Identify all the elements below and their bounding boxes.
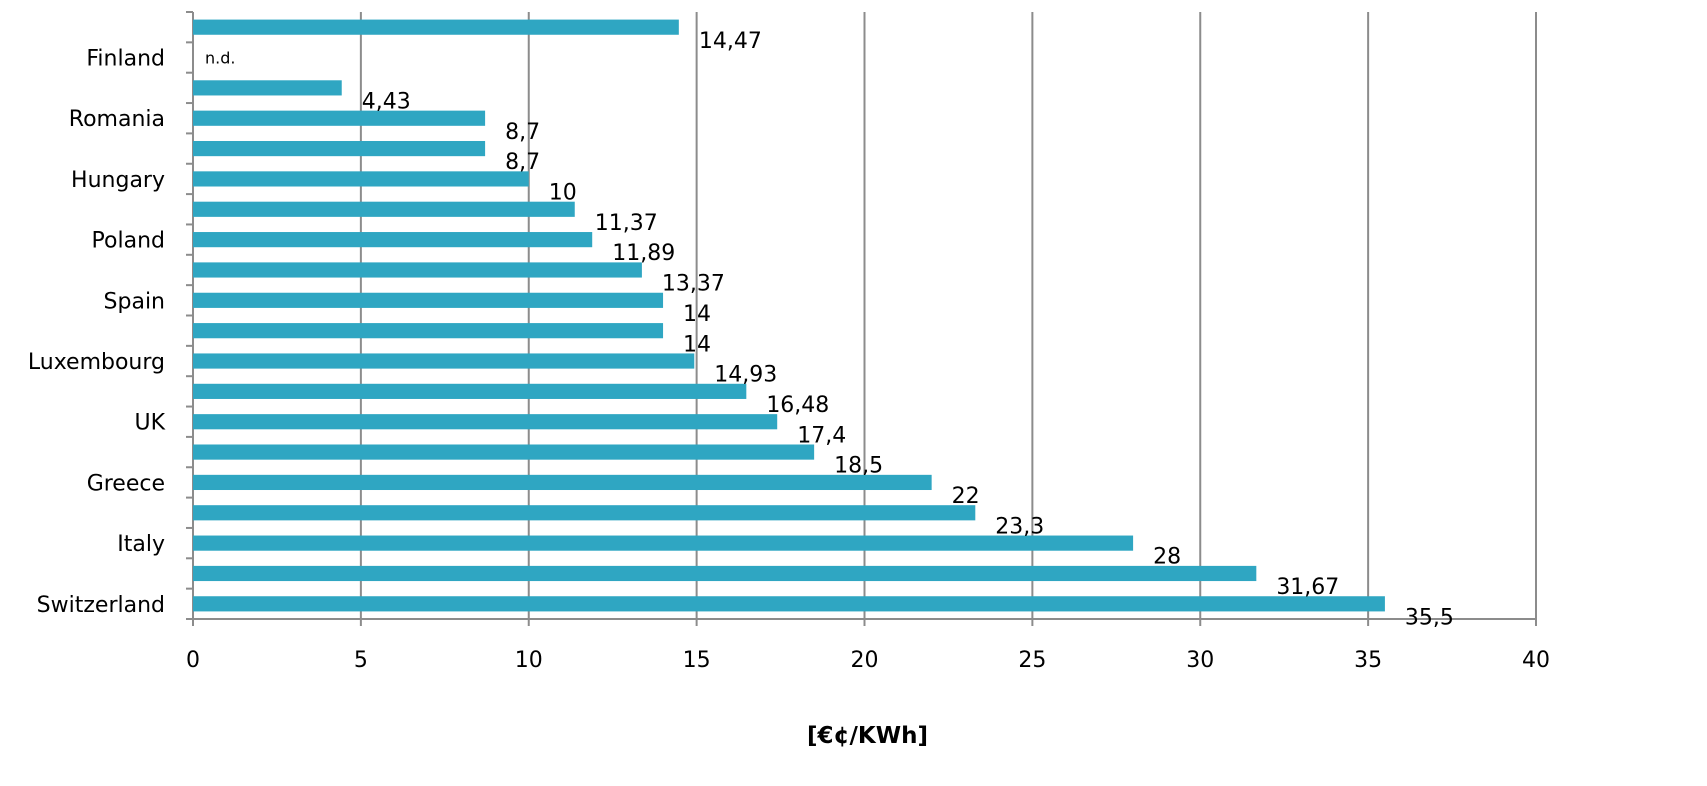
data-label: 17,4 — [797, 423, 846, 448]
bar — [193, 292, 664, 308]
bar — [193, 535, 1134, 551]
data-label: 11,89 — [612, 241, 675, 266]
x-tick-label: 20 — [851, 648, 879, 673]
data-label: 8,7 — [505, 150, 540, 175]
category-label: Hungary — [71, 168, 165, 193]
data-label: n.d. — [205, 49, 235, 68]
bar — [193, 232, 593, 248]
x-tick-label: 25 — [1018, 648, 1046, 673]
data-label: 31,67 — [1276, 575, 1339, 600]
bar — [193, 262, 642, 278]
data-label: 10 — [549, 181, 577, 206]
category-label: UK — [134, 411, 165, 436]
x-tick-label: 35 — [1354, 648, 1382, 673]
data-label: 14 — [683, 332, 711, 357]
bar — [193, 323, 664, 339]
data-label: 22 — [952, 484, 980, 509]
category-label: Luxembourg — [28, 350, 165, 375]
data-label: 13,37 — [662, 272, 725, 297]
bars — [193, 19, 1385, 612]
category-label: Switzerland — [37, 593, 165, 618]
data-label: 23,3 — [995, 514, 1044, 539]
bar — [193, 171, 529, 187]
bar — [193, 565, 1257, 582]
bar — [193, 140, 486, 157]
x-tick-label: 30 — [1186, 648, 1214, 673]
x-tick-label: 10 — [515, 648, 543, 673]
bar — [193, 353, 695, 369]
data-label: 14 — [683, 302, 711, 327]
bar — [193, 505, 976, 521]
x-tick-label: 5 — [354, 648, 368, 673]
x-tick-label: 15 — [683, 648, 711, 673]
data-label: 14,47 — [699, 29, 762, 54]
category-labels: Finland Romania Hungary Poland Spain Luxembou… — [28, 47, 166, 618]
bar — [193, 80, 342, 96]
bar — [193, 474, 932, 491]
data-label: 14,93 — [714, 363, 777, 388]
data-label: 18,5 — [834, 454, 883, 479]
grid-lines — [359, 12, 1537, 619]
data-label: 11,37 — [595, 211, 658, 236]
category-label: Romania — [69, 107, 165, 132]
bar — [193, 414, 778, 430]
category-label: Italy — [117, 532, 165, 557]
bar — [193, 596, 1385, 612]
category-label: Finland — [86, 47, 165, 72]
bar — [193, 383, 747, 399]
data-label: 16,48 — [766, 393, 829, 418]
x-axis-title: [€¢/KWh] — [807, 723, 928, 749]
x-tick-label: 0 — [186, 648, 200, 673]
bar — [193, 444, 815, 460]
category-label: Spain — [104, 289, 165, 314]
bar — [193, 19, 679, 35]
bar — [193, 110, 486, 126]
x-tick-label: 40 — [1522, 648, 1550, 673]
x-tick-labels: 0 5 10 15 20 25 30 35 40 — [186, 648, 1550, 673]
category-label: Greece — [87, 471, 165, 496]
category-label: Poland — [92, 229, 165, 254]
data-label: 35,5 — [1405, 605, 1454, 630]
bar — [193, 201, 575, 217]
value-labels: 14,47n.d.4,438,78,71011,3711,8913,371414… — [205, 29, 1454, 631]
data-label: 28 — [1153, 545, 1181, 570]
data-label: 4,43 — [362, 89, 411, 114]
data-label: 8,7 — [505, 120, 540, 145]
